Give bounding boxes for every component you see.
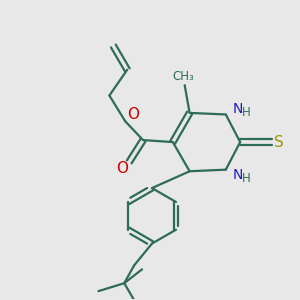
Text: O: O: [127, 107, 139, 122]
Text: N: N: [232, 101, 243, 116]
Text: CH₃: CH₃: [173, 70, 195, 83]
Text: S: S: [274, 135, 284, 150]
Text: H: H: [242, 106, 251, 119]
Text: N: N: [232, 168, 243, 182]
Text: H: H: [242, 172, 251, 185]
Text: O: O: [116, 161, 128, 176]
